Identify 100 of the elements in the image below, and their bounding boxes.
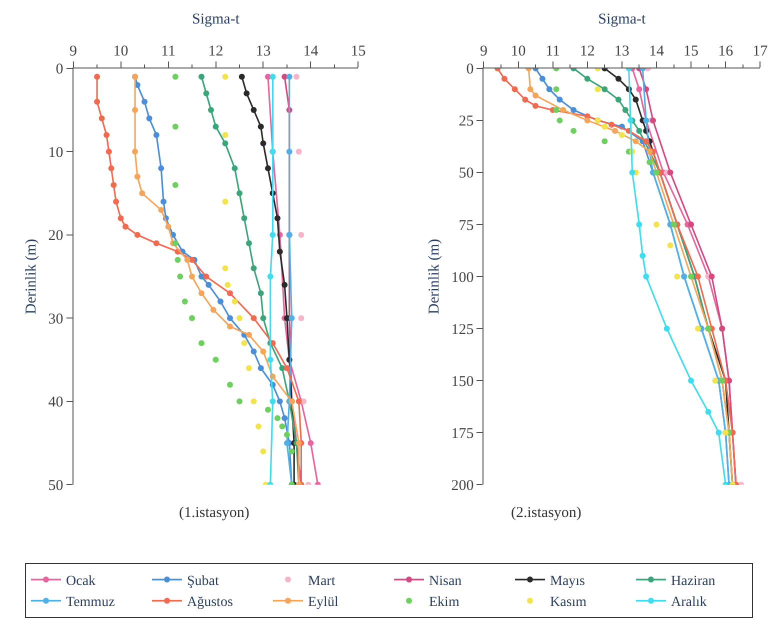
legend-label: Nisan [429,574,462,589]
point [308,440,314,446]
point [688,378,694,384]
point [712,378,718,384]
point [208,107,214,114]
point [632,138,639,144]
point [182,298,188,305]
point [618,132,625,138]
legend-label: Ekim [429,595,460,610]
legend-label: Haziran [671,574,716,589]
point [258,290,264,296]
point [241,215,248,222]
point [553,107,560,114]
point [113,198,120,205]
point [667,169,674,176]
x-tick-label: 9 [70,43,78,60]
point [288,448,295,454]
y-axis-title: Derinlik (m) [426,238,442,314]
point [532,102,539,109]
y-tick-label: 20 [48,228,64,244]
x-tick-label: 17 [752,43,768,60]
point [106,148,112,155]
point [643,138,650,144]
point [250,315,257,322]
point [546,86,552,92]
point [270,232,276,238]
point [298,315,304,322]
point [238,74,245,80]
point [177,274,184,280]
point [224,282,231,288]
x-tick-label: 15 [684,43,699,60]
point [227,324,233,330]
point [602,138,608,144]
point [94,74,100,80]
point [276,398,283,404]
point [232,165,238,172]
point [222,74,228,80]
x-tick-label: 12 [580,43,595,60]
point [118,215,124,222]
point [622,107,628,114]
point [274,215,280,222]
point [602,86,608,92]
point [210,306,216,313]
point [539,76,546,82]
point [222,140,228,146]
x-tick-label: 15 [350,43,366,60]
point [198,290,204,296]
point [260,448,266,454]
x-tick-label: 9 [480,43,488,60]
point [227,315,233,322]
point [222,265,228,272]
point [134,174,140,180]
point [172,182,178,188]
point [640,252,646,259]
point [705,408,712,415]
point [532,92,539,98]
x-tick-label: 11 [161,43,176,60]
y-tick-label: 175 [451,426,474,442]
point [298,232,304,238]
point [512,86,518,92]
point [643,274,650,280]
point [667,242,674,248]
point [293,74,300,80]
x-tick-label: 16 [718,43,734,60]
legend-label: Ağustos [187,595,233,610]
point [172,74,178,80]
point [246,365,252,372]
point [584,117,590,124]
legend-label: Kasım [550,595,587,610]
y-tick-label: 40 [48,394,64,411]
point [198,340,204,346]
point [250,348,257,354]
point [556,117,563,124]
point [153,132,160,138]
point [501,76,508,82]
point [694,274,701,280]
legend-label: Ocak [66,574,96,589]
point [264,406,271,413]
text: (1.istasyon) [179,505,250,521]
point [708,274,715,280]
point [104,132,110,138]
point [260,140,266,146]
point [270,398,276,404]
x-tick-label: 14 [303,43,319,60]
point [522,96,528,103]
point [244,90,250,96]
point [716,430,722,436]
point [284,440,290,446]
point [632,96,639,103]
point [139,190,146,196]
point [286,74,292,80]
point [222,198,228,205]
point [664,326,670,332]
point [165,224,172,230]
legend-label: Eylül [308,595,338,610]
point [146,115,152,122]
point [612,128,618,134]
point [570,107,577,114]
point [172,124,178,130]
point [284,432,290,438]
